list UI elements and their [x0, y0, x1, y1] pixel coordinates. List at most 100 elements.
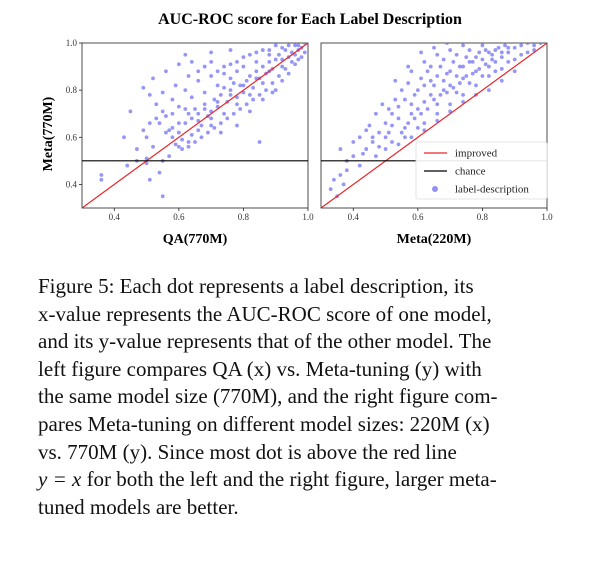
- data-point: [422, 121, 426, 125]
- data-point: [196, 128, 200, 132]
- data-point: [451, 60, 455, 64]
- data-point: [141, 86, 145, 90]
- data-point: [500, 55, 504, 59]
- data-point: [338, 173, 342, 177]
- data-point: [448, 48, 452, 52]
- caption-line: and its y-value represents that of the o…: [38, 328, 578, 356]
- data-point: [229, 62, 233, 66]
- data-point: [471, 72, 475, 76]
- data-point: [393, 98, 397, 102]
- data-point: [99, 178, 103, 182]
- data-point: [242, 55, 246, 59]
- y-tick-label: 0.8: [66, 85, 78, 95]
- data-point: [374, 154, 378, 158]
- data-point: [209, 51, 213, 55]
- data-point: [187, 74, 191, 78]
- data-point: [284, 67, 288, 71]
- data-point: [429, 79, 433, 83]
- data-point: [364, 147, 368, 151]
- data-point: [410, 135, 414, 139]
- data-point: [371, 140, 375, 144]
- data-point: [493, 60, 497, 64]
- data-point: [500, 67, 504, 71]
- data-point: [242, 65, 246, 69]
- x-tick-label: 0.6: [412, 212, 424, 222]
- data-point: [490, 58, 494, 62]
- data-point: [271, 81, 275, 85]
- data-point: [190, 60, 194, 64]
- data-point: [280, 79, 284, 83]
- data-point: [232, 81, 236, 85]
- data-point: [164, 69, 168, 73]
- data-point: [177, 145, 181, 149]
- data-point: [167, 128, 171, 132]
- data-point: [413, 93, 417, 97]
- data-point: [164, 114, 168, 118]
- data-point: [513, 69, 517, 73]
- data-point: [177, 131, 181, 135]
- data-point: [238, 107, 242, 111]
- data-point: [426, 107, 430, 111]
- data-point: [468, 48, 472, 52]
- x-axis-label: Meta(220M): [397, 232, 472, 247]
- data-point: [451, 86, 455, 90]
- data-point: [296, 43, 300, 47]
- data-point: [397, 105, 401, 109]
- data-point: [216, 84, 220, 88]
- caption-line: y = x for both the left and the right fi…: [38, 466, 578, 494]
- data-point: [209, 60, 213, 64]
- data-point: [481, 43, 485, 47]
- data-point: [183, 121, 187, 125]
- data-point: [180, 138, 184, 142]
- data-point: [487, 65, 491, 69]
- data-point: [448, 102, 452, 106]
- data-point: [487, 88, 491, 92]
- data-point: [439, 65, 443, 69]
- data-point: [161, 109, 165, 113]
- data-point: [267, 60, 271, 64]
- data-point: [177, 62, 181, 66]
- data-point: [229, 76, 233, 80]
- data-point: [416, 107, 420, 111]
- data-point: [154, 102, 158, 106]
- data-point: [519, 43, 523, 47]
- data-point: [148, 93, 152, 97]
- data-point: [406, 65, 410, 69]
- data-point: [232, 112, 236, 116]
- data-point: [151, 76, 155, 80]
- data-point: [261, 81, 265, 85]
- legend: improvedchancelabel-description: [416, 142, 547, 199]
- data-point: [161, 91, 165, 95]
- x-tick-label: 0.4: [348, 212, 360, 222]
- data-point: [235, 69, 239, 73]
- data-point: [274, 88, 278, 92]
- figure-caption: Figure 5: Each dot represents a label de…: [38, 273, 578, 521]
- data-point: [248, 53, 252, 57]
- legend-label-improved: improved: [455, 148, 498, 160]
- data-point: [180, 147, 184, 151]
- data-point: [400, 131, 404, 135]
- data-point: [390, 140, 394, 144]
- caption-line: Figure 5: Each dot represents a label de…: [38, 273, 578, 301]
- data-point: [506, 46, 510, 50]
- data-point: [393, 79, 397, 83]
- data-point: [468, 81, 472, 85]
- scatter-panel-1: 0.4 0.6 0.8 1.0 0.4 0.6 0.8 1.0 QA(770M): [66, 38, 314, 247]
- data-point: [406, 81, 410, 85]
- data-point: [461, 43, 465, 47]
- data-point: [280, 46, 284, 50]
- data-point: [200, 124, 204, 128]
- data-point: [171, 98, 175, 102]
- data-point: [358, 164, 362, 168]
- data-point: [455, 74, 459, 78]
- data-point: [390, 112, 394, 116]
- data-point: [125, 164, 129, 168]
- data-point: [351, 154, 355, 158]
- data-point: [526, 51, 530, 55]
- y-tick-label: 1.0: [66, 38, 78, 48]
- figure-title: AUC-ROC score for Each Label Description: [158, 11, 462, 28]
- data-point: [368, 124, 372, 128]
- data-point: [513, 58, 517, 62]
- data-point: [419, 76, 423, 80]
- data-point: [384, 121, 388, 125]
